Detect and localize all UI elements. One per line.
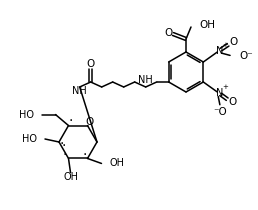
Text: ·: · <box>62 148 67 163</box>
Text: OH: OH <box>63 172 78 182</box>
Text: O: O <box>85 117 94 127</box>
Text: +: + <box>222 42 228 48</box>
Text: ⁻O: ⁻O <box>213 107 227 117</box>
Text: ·: · <box>82 148 87 163</box>
Text: O: O <box>86 59 95 69</box>
Text: N: N <box>216 88 223 98</box>
Text: OH: OH <box>199 20 215 30</box>
Text: ·: · <box>68 114 73 127</box>
Text: O: O <box>164 28 172 38</box>
Text: O⁻: O⁻ <box>239 51 253 61</box>
Text: ·: · <box>60 137 64 151</box>
Text: HO: HO <box>19 110 34 119</box>
Text: N: N <box>216 46 223 56</box>
Text: HO: HO <box>22 134 37 144</box>
Text: ·: · <box>62 139 66 153</box>
Text: NH: NH <box>138 75 153 85</box>
Text: +: + <box>222 84 228 90</box>
Text: O: O <box>229 37 237 47</box>
Text: OH: OH <box>109 159 125 168</box>
Text: O: O <box>228 97 236 107</box>
Text: NH: NH <box>72 86 87 96</box>
